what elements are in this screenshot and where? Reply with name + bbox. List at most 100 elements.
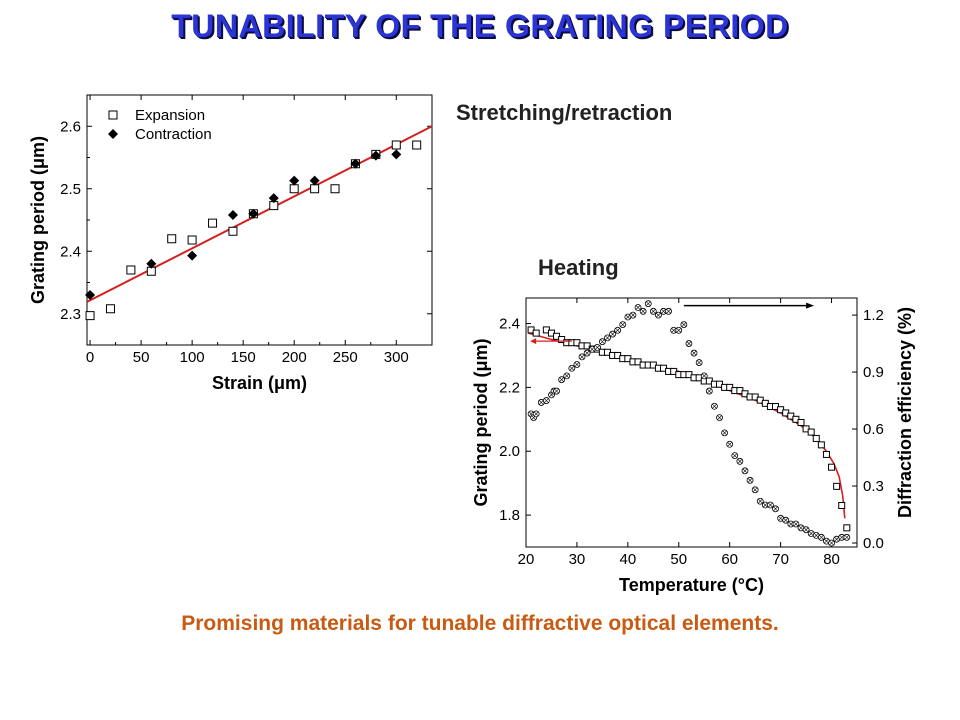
efficiency-point [614, 326, 622, 334]
efficiency-point [563, 372, 571, 380]
efficiency-point [655, 311, 662, 319]
x-tick-label: 30 [569, 551, 586, 568]
expansion-point [167, 234, 177, 244]
efficiency-point [609, 330, 616, 338]
efficiency-point [542, 397, 550, 404]
x-tick-label: 300 [384, 349, 409, 366]
grating-period-point [822, 450, 830, 458]
efficiency-point [807, 530, 815, 537]
x-tick-label: 100 [180, 349, 205, 366]
legend-contraction-marker [108, 129, 118, 139]
expansion-point [105, 304, 115, 314]
grating-period-point [833, 482, 841, 490]
grating-period-point [828, 463, 836, 471]
y-tick-label: 1.8 [499, 507, 520, 524]
efficiency-point [772, 505, 779, 513]
x-tick-label: 250 [333, 349, 358, 366]
expansion-point [330, 184, 340, 194]
grating-period-point [812, 434, 820, 442]
contraction-point [227, 210, 238, 220]
expansion-point [208, 218, 218, 228]
y2-tick-label: 0.6 [863, 421, 884, 438]
left-arrow-head [530, 338, 537, 345]
y-tick-label: 2.0 [499, 443, 520, 460]
efficiency-point [792, 520, 800, 528]
expansion-point [126, 265, 136, 275]
x-tick-label: 80 [823, 551, 840, 568]
efficiency-point [721, 429, 728, 437]
legend-expansion-marker [108, 110, 118, 120]
y2-tick-label: 1.2 [863, 307, 884, 324]
efficiency-point [767, 501, 774, 509]
efficiency-point [700, 372, 708, 380]
heating-label: Heating [538, 255, 619, 280]
contraction-point [146, 258, 157, 269]
x-tick-label: 50 [670, 551, 687, 568]
efficiency-point [817, 533, 825, 541]
x-tick-label: 40 [620, 551, 637, 568]
efficiency-point [690, 349, 698, 357]
efficiency-point [558, 376, 566, 384]
efficiency-point [680, 321, 688, 328]
y-tick-label: 2.4 [499, 316, 520, 333]
slide-title: TUNABILITY OF THE GRATING PERIOD [171, 8, 789, 44]
expansion-point [228, 226, 238, 236]
x-tick-label: 60 [721, 551, 738, 568]
efficiency-point [583, 349, 591, 357]
efficiency-point [665, 307, 672, 315]
efficiency-point [746, 476, 754, 484]
contraction-point [309, 175, 320, 186]
grating-period-point [532, 329, 540, 337]
efficiency-point [619, 321, 627, 328]
y-tick-label: 2.4 [60, 243, 81, 260]
expansion-point [412, 140, 422, 150]
x-tick-label: 0 [86, 349, 94, 366]
grating-period-point [817, 441, 825, 449]
contraction-point [85, 290, 96, 300]
plot-frame [525, 297, 858, 548]
expansion-point [187, 235, 197, 245]
efficiency-point [593, 343, 601, 351]
right-arrow-head [806, 302, 815, 309]
efficiency-point [573, 361, 581, 368]
efficiency-point [782, 516, 790, 524]
x-axis-title: Temperature (°C) [619, 575, 764, 595]
grating-period-point [838, 502, 846, 509]
legend-contraction-label: Contraction [135, 126, 212, 143]
efficiency-point [802, 526, 810, 534]
efficiency-point [726, 440, 734, 448]
grating-period-point [843, 524, 851, 532]
efficiency-point [695, 359, 703, 366]
grating-period-point [807, 428, 815, 436]
efficiency-point [639, 307, 647, 315]
x-tick-label: 20 [518, 551, 535, 568]
contraction-point [391, 149, 402, 160]
contraction-point [268, 193, 279, 204]
efficiency-point [797, 524, 805, 532]
efficiency-point [828, 539, 835, 547]
contraction-point [187, 250, 198, 261]
efficiency-point [705, 387, 713, 395]
efficiency-point [823, 537, 830, 545]
y-axis-title: Grating period (μm) [28, 136, 48, 304]
efficiency-point [624, 313, 632, 321]
efficiency-point [756, 497, 764, 505]
contraction-point [289, 175, 300, 186]
efficiency-point [711, 402, 718, 410]
efficiency-point [741, 467, 749, 475]
stretching-retraction-label: Stretching/retraction [456, 100, 673, 125]
expansion-point [85, 311, 95, 321]
efficiency-point [634, 304, 642, 311]
efficiency-point [532, 410, 540, 418]
efficiency-point [644, 300, 652, 308]
efficiency-point [604, 334, 611, 342]
efficiency-point [675, 326, 683, 334]
x-axis-title: Strain (μm) [212, 373, 307, 393]
efficiency-point [629, 311, 637, 319]
efficiency-point [777, 514, 785, 522]
bottom-caption: Promising materials for tunable diffract… [181, 612, 779, 635]
contraction-point [248, 208, 259, 219]
contraction-point [350, 158, 361, 169]
